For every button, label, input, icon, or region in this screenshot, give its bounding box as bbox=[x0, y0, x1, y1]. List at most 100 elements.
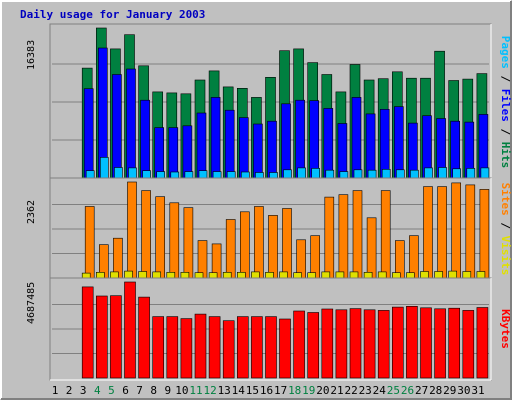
bar-files-day-7 bbox=[140, 99, 150, 179]
bar-kbytes-day-7 bbox=[138, 296, 150, 379]
bar-kbytes-day-6 bbox=[124, 281, 136, 379]
bar-files-day-17 bbox=[281, 103, 291, 179]
bar-visits-day-28 bbox=[434, 271, 443, 279]
bar-sites-day-23 bbox=[366, 217, 377, 279]
x-tick-label-day-10: 10 bbox=[175, 384, 188, 397]
x-tick-label-day-30: 30 bbox=[457, 384, 470, 397]
bar-sites-day-20 bbox=[324, 196, 335, 279]
bar-files-day-18 bbox=[295, 99, 305, 179]
x-tick-label-day-26: 26 bbox=[401, 384, 414, 397]
bar-sites-day-9 bbox=[169, 202, 180, 279]
bar-pages-day-23 bbox=[367, 169, 377, 179]
bar-kbytes-day-3 bbox=[81, 286, 94, 379]
bar-sites-day-26 bbox=[409, 235, 419, 279]
x-tick-label-day-12: 12 bbox=[203, 384, 216, 397]
chart-title: Daily usage for January 2003 bbox=[20, 8, 205, 21]
bar-pages-day-20 bbox=[325, 169, 335, 179]
legend-part: Hits bbox=[499, 142, 512, 169]
bar-pages-day-14 bbox=[241, 171, 250, 179]
legend-part: Files bbox=[499, 89, 512, 122]
bar-visits-day-24 bbox=[377, 271, 387, 279]
legend-part: Pages bbox=[499, 36, 512, 69]
legend-part: Visits bbox=[499, 236, 512, 276]
x-tick-label-day-21: 21 bbox=[330, 384, 343, 397]
bar-files-day-13 bbox=[224, 109, 235, 179]
bar-sites-day-3 bbox=[84, 206, 95, 279]
panel-visits: 2362 Sites / Visits bbox=[26, 177, 512, 281]
x-tick-label-day-7: 7 bbox=[136, 384, 143, 397]
bar-visits-day-30 bbox=[462, 271, 472, 279]
bar-sites-day-16 bbox=[268, 215, 278, 279]
y-max-label: 2362 bbox=[26, 200, 37, 224]
bar-pages-day-8 bbox=[156, 171, 165, 179]
bar-kbytes-day-29 bbox=[448, 307, 461, 379]
bar-kbytes-day-4 bbox=[96, 295, 108, 379]
bar-sites-day-8 bbox=[155, 196, 165, 279]
bar-kbytes-day-18 bbox=[293, 310, 305, 379]
bar-sites-day-28 bbox=[437, 186, 447, 279]
bar-sites-day-31 bbox=[479, 189, 490, 279]
x-tick-label-day-27: 27 bbox=[415, 384, 428, 397]
bar-pages-day-31 bbox=[480, 167, 490, 179]
x-tick-label-day-22: 22 bbox=[344, 384, 357, 397]
x-tick-label-day-23: 23 bbox=[359, 384, 372, 397]
bar-kbytes-day-21 bbox=[335, 309, 348, 379]
bar-kbytes-day-10 bbox=[180, 318, 193, 379]
bar-pages-day-29 bbox=[452, 168, 462, 179]
bar-pages-day-28 bbox=[438, 167, 447, 179]
bar-pages-day-24 bbox=[381, 169, 391, 179]
bar-files-day-15 bbox=[253, 123, 263, 179]
bar-sites-day-18 bbox=[296, 239, 306, 279]
bar-pages-day-21 bbox=[339, 171, 349, 179]
bar-sites-day-22 bbox=[352, 190, 363, 279]
bar-pages-day-6 bbox=[128, 167, 137, 179]
x-tick-label-day-4: 4 bbox=[94, 384, 101, 397]
bar-pages-day-7 bbox=[142, 170, 151, 179]
legend-part: / bbox=[499, 122, 512, 142]
bar-visits-day-21 bbox=[335, 271, 345, 279]
bar-pages-day-13 bbox=[226, 171, 236, 179]
bar-pages-day-11 bbox=[198, 170, 208, 179]
x-tick-label-day-15: 15 bbox=[246, 384, 259, 397]
bar-kbytes-day-5 bbox=[110, 295, 122, 379]
bar-sites-day-24 bbox=[380, 190, 391, 279]
bar-files-day-21 bbox=[337, 123, 348, 179]
x-tick-label-day-20: 20 bbox=[316, 384, 329, 397]
legend-part: Sites bbox=[499, 183, 512, 216]
bar-kbytes-day-25 bbox=[391, 306, 404, 379]
bar-kbytes-day-13 bbox=[222, 320, 235, 379]
legend-label-hits: Pages / Files / Hits bbox=[499, 36, 512, 169]
bar-pages-day-12 bbox=[212, 171, 222, 179]
x-tick-label-day-16: 16 bbox=[260, 384, 273, 397]
bar-kbytes-day-24 bbox=[377, 310, 390, 379]
bar-files-day-24 bbox=[379, 109, 390, 179]
bar-pages-day-3 bbox=[85, 170, 95, 179]
y-max-label: 4687485 bbox=[26, 282, 37, 324]
bar-files-day-8 bbox=[154, 127, 164, 179]
bar-visits-day-25 bbox=[391, 272, 401, 279]
bar-visits-day-10 bbox=[180, 271, 190, 279]
bar-pages-day-22 bbox=[353, 169, 363, 179]
bar-visits-day-16 bbox=[265, 271, 274, 279]
x-tick-label-day-17: 17 bbox=[274, 384, 287, 397]
x-tick-label-day-29: 29 bbox=[443, 384, 456, 397]
bar-visits-day-9 bbox=[166, 271, 176, 279]
bar-kbytes-day-26 bbox=[406, 305, 418, 379]
bar-kbytes-day-17 bbox=[279, 318, 291, 379]
bar-pages-day-30 bbox=[466, 168, 476, 179]
bar-files-day-6 bbox=[126, 68, 136, 179]
bar-visits-day-20 bbox=[321, 271, 331, 279]
bar-visits-day-6 bbox=[124, 270, 133, 279]
bar-sites-day-10 bbox=[183, 207, 194, 279]
series-pages bbox=[85, 157, 490, 179]
bar-pages-day-18 bbox=[297, 167, 306, 179]
bar-kbytes-day-27 bbox=[420, 307, 432, 379]
bar-sites-day-13 bbox=[225, 219, 236, 279]
bar-files-day-19 bbox=[309, 100, 320, 179]
bar-sites-day-17 bbox=[282, 208, 292, 279]
panel-hits: 16383 Pages / Files / Hits bbox=[26, 23, 512, 181]
bar-visits-day-3 bbox=[81, 272, 91, 279]
bar-kbytes-day-28 bbox=[434, 308, 446, 379]
